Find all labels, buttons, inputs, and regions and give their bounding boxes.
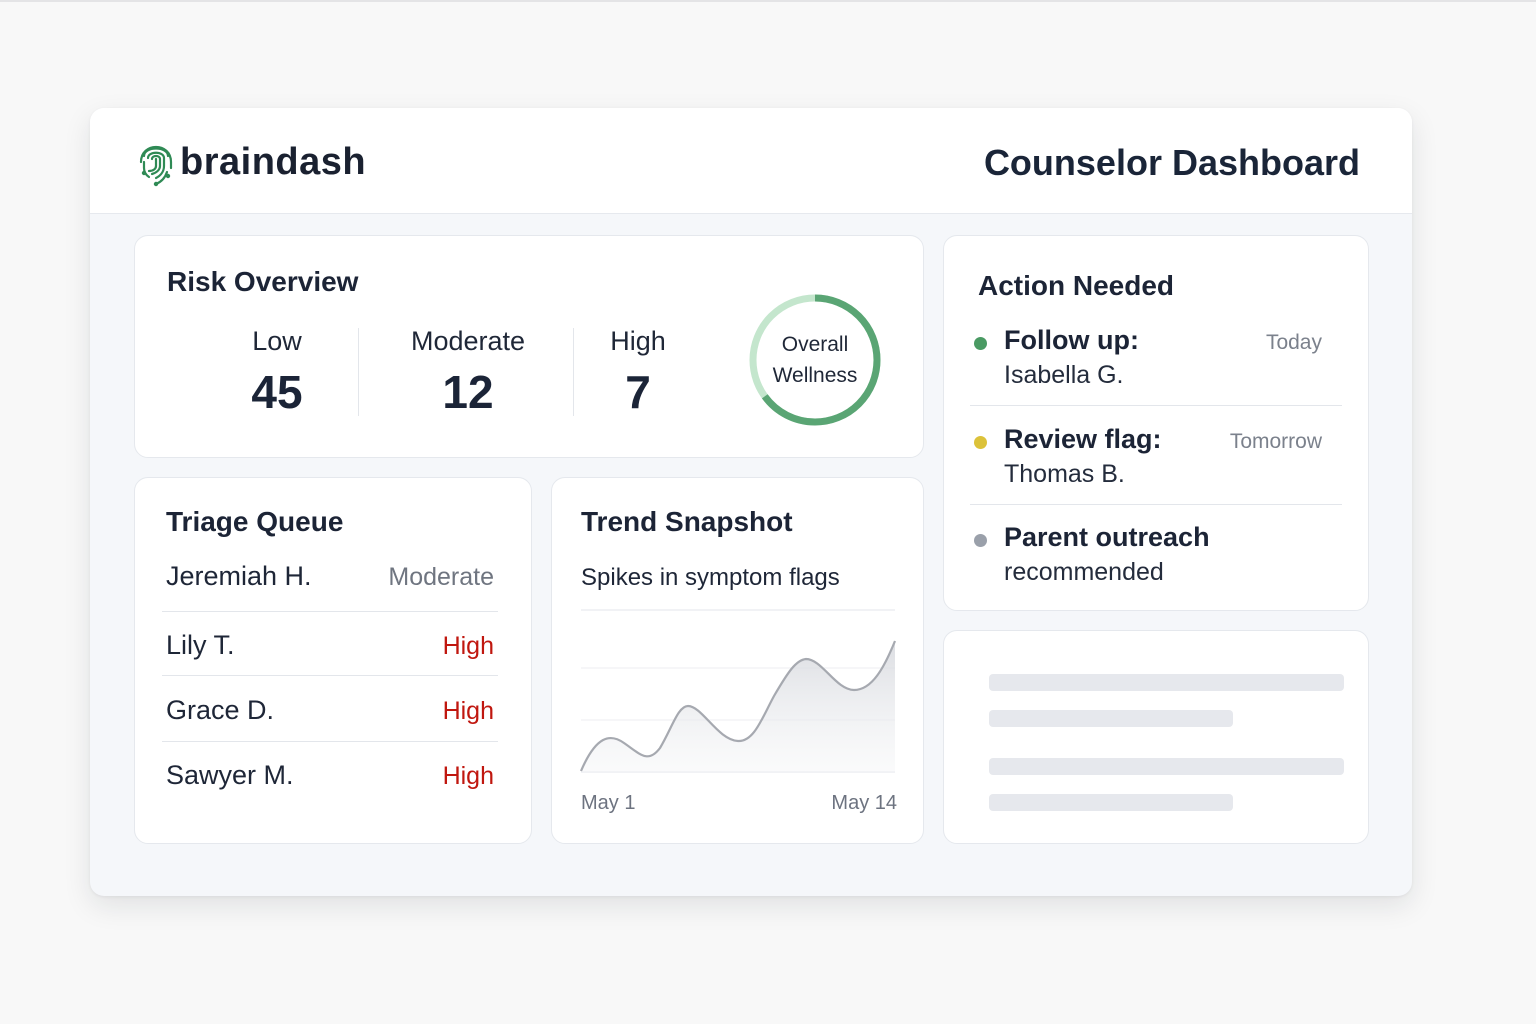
action-item[interactable]: Follow up: Isabella G. Today bbox=[970, 325, 1342, 395]
trend-line bbox=[579, 640, 897, 772]
action-needed-title: Action Needed bbox=[978, 270, 1175, 301]
page-title: Counselor Dashboard bbox=[983, 142, 1360, 183]
risk-stat-value: 7 bbox=[625, 366, 651, 418]
x-axis-start-label: May 1 bbox=[581, 792, 636, 814]
triage-row[interactable]: Sawyer M. High bbox=[166, 760, 494, 800]
risk-stat-low[interactable]: Low 45 bbox=[217, 326, 337, 419]
trend-sparkline[interactable] bbox=[552, 478, 923, 843]
risk-level: High bbox=[442, 632, 494, 660]
loading-placeholder-card bbox=[943, 630, 1369, 844]
action-item-due: Tomorrow bbox=[1229, 430, 1322, 453]
student-name: Lily T. bbox=[166, 630, 235, 660]
status-dot bbox=[974, 534, 987, 547]
status-dot bbox=[974, 337, 987, 350]
triage-row[interactable]: Grace D. High bbox=[166, 695, 494, 735]
action-item[interactable]: Review flag: Thomas B. Tomorrow bbox=[970, 424, 1342, 494]
x-axis-end-label: May 14 bbox=[831, 792, 897, 814]
row-divider bbox=[162, 675, 498, 676]
top-edge-line bbox=[0, 0, 1536, 2]
risk-stat-high[interactable]: High 7 bbox=[588, 326, 688, 419]
skeleton-line bbox=[989, 710, 1233, 727]
action-item-subject: Thomas B. bbox=[1004, 460, 1125, 488]
wellness-label: Overall Wellness bbox=[747, 292, 883, 428]
risk-stat-value: 45 bbox=[251, 366, 303, 418]
trend-subtitle: Spikes in symptom flags bbox=[581, 564, 840, 591]
action-item-subject: recommended bbox=[1004, 558, 1164, 586]
wellness-progress-arc bbox=[749, 294, 881, 426]
action-item-subject: Isabella G. bbox=[1004, 361, 1124, 389]
wellness-label-line2: Wellness bbox=[772, 364, 858, 387]
stat-divider bbox=[358, 328, 359, 416]
row-divider bbox=[970, 504, 1342, 505]
action-item-title: Review flag: bbox=[1004, 424, 1162, 454]
risk-overview-card: Risk Overview Low 45 Moderate 12 High 7 … bbox=[134, 235, 924, 458]
app-header: braindash Counselor Dashboard bbox=[90, 108, 1412, 214]
brand-name: braindash bbox=[180, 140, 367, 183]
wellness-donut[interactable] bbox=[747, 292, 883, 428]
trend-snapshot-card: Trend Snapshot Spikes in symptom flags M… bbox=[551, 477, 924, 844]
stat-divider bbox=[573, 328, 574, 416]
student-name: Jeremiah H. bbox=[166, 561, 312, 591]
student-name: Grace D. bbox=[166, 695, 275, 725]
risk-stat-value: 12 bbox=[442, 366, 494, 418]
wellness-label-line1: Overall bbox=[781, 333, 849, 356]
triage-row[interactable]: Lily T. High bbox=[166, 630, 494, 670]
trend-area bbox=[581, 641, 895, 772]
action-item-title: Follow up: bbox=[1004, 325, 1139, 355]
fingerprint-icon bbox=[139, 146, 173, 187]
risk-level: High bbox=[442, 697, 494, 725]
risk-level: High bbox=[442, 762, 494, 790]
skeleton-line bbox=[989, 758, 1344, 775]
skeleton-line bbox=[989, 794, 1233, 811]
risk-overview-title: Risk Overview bbox=[167, 266, 359, 297]
student-name: Sawyer M. bbox=[166, 760, 294, 790]
triage-row[interactable]: Jeremiah H. Moderate bbox=[166, 561, 494, 601]
status-dot bbox=[974, 436, 987, 449]
trend-snapshot-title: Trend Snapshot bbox=[581, 506, 793, 537]
brand-logo[interactable]: braindash bbox=[136, 136, 366, 188]
row-divider bbox=[970, 405, 1342, 406]
triage-queue-card: Triage Queue Jeremiah H. Moderate Lily T… bbox=[134, 477, 532, 844]
row-divider bbox=[162, 611, 498, 612]
risk-stat-label: High bbox=[610, 326, 666, 356]
risk-stat-label: Low bbox=[252, 326, 302, 356]
risk-stat-moderate[interactable]: Moderate 12 bbox=[397, 326, 539, 419]
row-divider bbox=[162, 741, 498, 742]
action-item-title: Parent outreach bbox=[1004, 522, 1210, 552]
action-item-due: Today bbox=[1265, 331, 1322, 354]
risk-stat-label: Moderate bbox=[410, 326, 526, 356]
skeleton-line bbox=[989, 674, 1344, 691]
triage-queue-title: Triage Queue bbox=[166, 506, 344, 537]
dashboard-window: braindash Counselor Dashboard Risk Overv… bbox=[90, 108, 1412, 896]
risk-level: Moderate bbox=[388, 563, 494, 591]
action-item[interactable]: Parent outreach recommended bbox=[970, 522, 1342, 592]
action-needed-card: Action Needed Follow up: Isabella G. Tod… bbox=[943, 235, 1369, 611]
